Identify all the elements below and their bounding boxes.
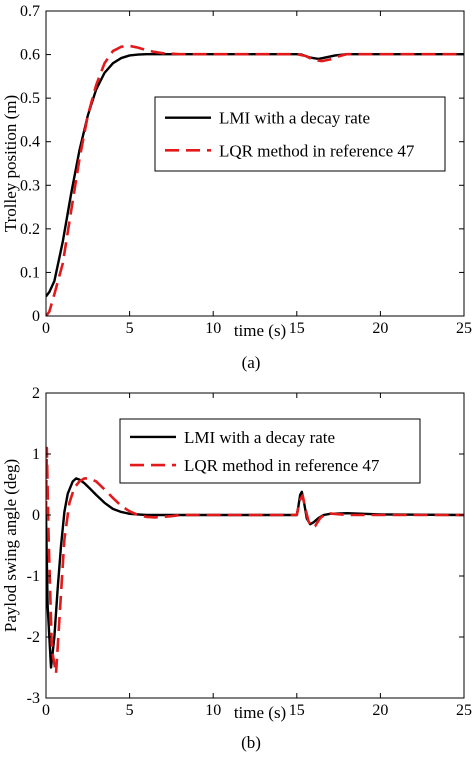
x-tick-label: 5 [126,702,134,719]
x-tick-label: 25 [456,320,472,337]
chart-a: 0 5 10 15 20 25 0 0.1 0.2 0.3 0.4 0.5 0.6 0.7 time (s)… [1,3,472,372]
chart-caption: (a) [242,353,261,372]
y-tick-label: -2 [27,629,40,646]
axes-frame [45,392,465,699]
legend-box [154,96,446,172]
y-tick-label: 0.3 [20,177,40,194]
x-tick-label: 20 [372,702,388,719]
y-tick-label: 2 [32,385,40,402]
y-axis-label: Paylod swing angle (deg) [1,459,20,632]
legend-entry: LQR method in reference 47 [219,141,415,160]
x-tick-label: 0 [42,320,50,337]
y-tick-label: 0.2 [20,221,40,238]
x-tick-label: 10 [205,702,221,719]
legend-entry: LMI with a decay rate [219,109,370,128]
y-tick-label: 0.6 [20,47,40,64]
x-tick-label: 0 [42,702,50,719]
y-tick-label: 0.4 [20,134,40,151]
x-tick-label: 15 [289,320,305,337]
series-line-lqr [46,44,464,316]
y-tick-label: 0.5 [20,90,40,107]
series-line-lmi [46,477,464,669]
chart-caption: (b) [241,733,261,752]
legend: LMI with a decay rate LQR method in refer… [154,96,446,172]
y-axis-label: Trolley position (m) [1,95,20,232]
x-tick-label: 15 [289,702,305,719]
legend-entry: LQR method in reference 47 [184,456,380,475]
y-tick-label: -3 [27,690,40,707]
x-tick-label: 10 [205,320,221,337]
legend-entry: LMI with a decay rate [184,428,335,447]
y-tick-label: 1 [32,446,40,463]
axes-frame [45,10,465,317]
series-line-lmi [46,52,464,298]
x-tick-label: 5 [126,320,134,337]
x-tick-label: 20 [372,320,388,337]
y-tick-label: 0.7 [20,3,40,20]
y-tick-label: 0.1 [20,264,40,281]
y-tick-label: -1 [27,568,40,585]
legend-box [119,418,421,484]
legend: LMI with a decay rate LQR method in refer… [119,418,421,484]
x-tick-label: 25 [456,702,472,719]
x-axis-label: time (s) [234,321,286,340]
y-tick-label: 0 [32,507,40,524]
x-axis-label: time (s) [234,703,286,722]
chart-b: 0 5 10 15 20 25 -3 -2 -1 0 1 2 time (s) Paylod swing … [1,385,472,752]
y-tick-label: 0 [32,308,40,325]
